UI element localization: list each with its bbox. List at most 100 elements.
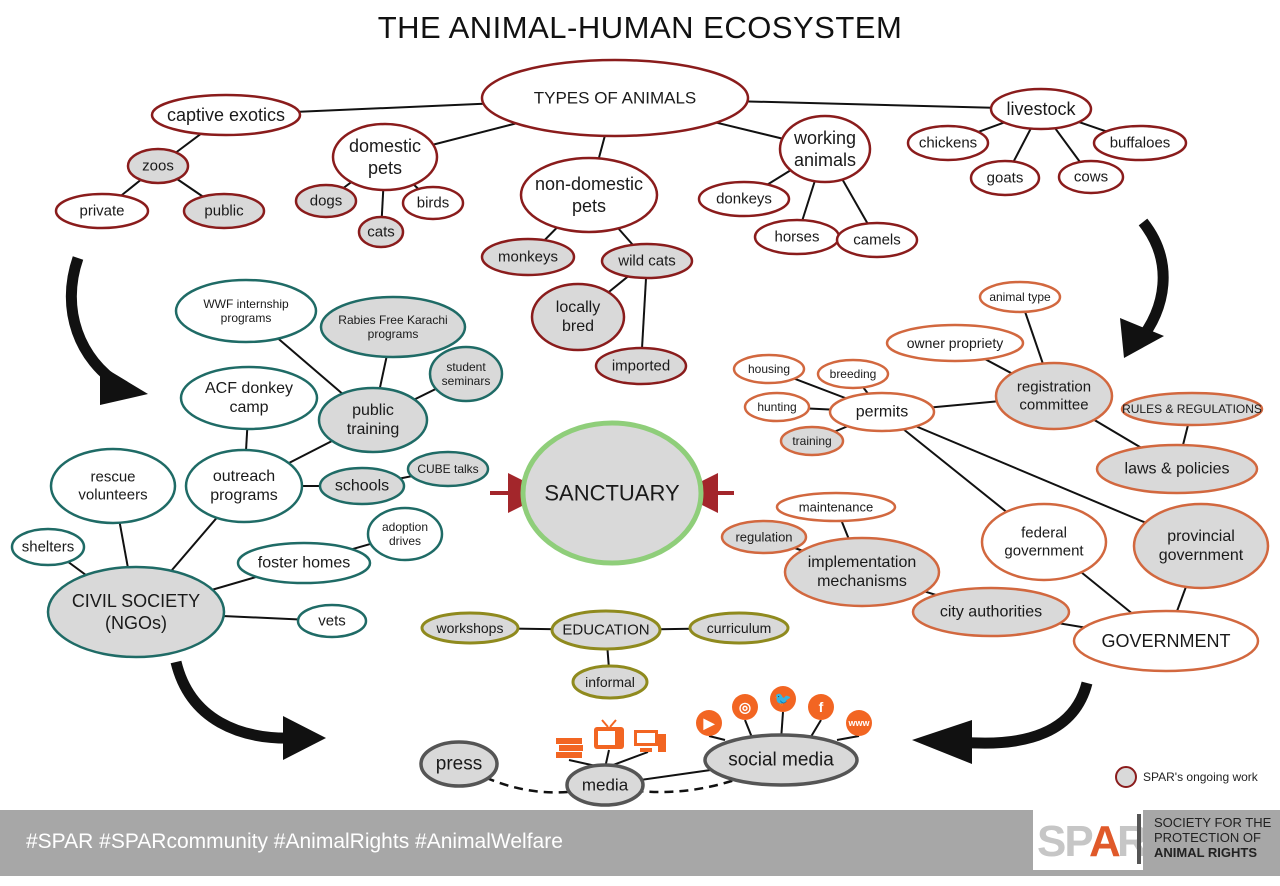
edge-social-www-icon [836, 735, 860, 741]
node-shape-animaltype [978, 280, 1062, 314]
flow-arrows [65, 218, 1169, 764]
node-shape-vets [296, 603, 368, 639]
node-label-social: social media [728, 750, 834, 771]
node-shape-city [911, 586, 1071, 638]
node-shape-curriculum [688, 611, 790, 645]
node-laws: laws & policies [1095, 443, 1259, 495]
node-label-cows: cows [1074, 169, 1108, 186]
node-dogs: dogs [294, 183, 358, 219]
node-shape-student [428, 345, 504, 403]
node-shape-nondomestic [519, 156, 659, 234]
node-label-civil: CIVIL SOCIETY [72, 591, 200, 611]
node-label-donkeys: donkeys [716, 191, 772, 208]
node-maintenance: maintenance [775, 491, 897, 523]
node-shape-zoos [126, 147, 190, 185]
node-label-dogs: dogs [310, 193, 343, 210]
curved-arrow-left-bottom [170, 660, 296, 744]
node-foster: foster homes [236, 541, 372, 585]
node-label-provincial: provincial [1167, 528, 1235, 545]
node-shape-acf [179, 365, 319, 431]
node-shape-wildcats [600, 242, 694, 280]
node-owner: owner propriety [885, 323, 1025, 363]
node-label-public: public [204, 203, 244, 220]
org-name: SOCIETY FOR THE PROTECTION OF ANIMAL RIG… [1154, 815, 1271, 860]
node-label-government: GOVERNMENT [1101, 631, 1230, 651]
node-shape-cows [1057, 159, 1125, 195]
node-label-chickens: chickens [919, 135, 977, 152]
media-icons [556, 719, 666, 758]
diagram-title: THE ANIMAL-HUMAN ECOSYSTEM [377, 10, 903, 45]
node-outreach: outreach programs [184, 448, 304, 524]
node-label-locallybred: locally [556, 299, 600, 316]
spar-logo-mark: SP A R [1033, 808, 1149, 870]
node-civil: CIVIL SOCIETY(NGOs) [46, 565, 226, 659]
curved-arrow-right-bottom [959, 681, 1093, 749]
node-shape-federal [980, 502, 1108, 582]
node-label-animaltype: animal type [989, 290, 1051, 304]
node-label-workshops: workshops [436, 620, 504, 636]
node-label-zoos: zoos [142, 158, 174, 175]
node-cube: CUBE talks [406, 450, 490, 488]
node-animaltype: animal type [978, 280, 1062, 314]
node-private: private [54, 192, 150, 230]
node-media: media [565, 763, 645, 807]
node-rules: RULES & REGULATIONS [1120, 391, 1264, 427]
node-shape-livestock [989, 87, 1093, 131]
node-label-education: EDUCATION [562, 622, 649, 639]
node-goats: goats [969, 159, 1041, 197]
org-name-line1: SOCIETY FOR THE [1154, 815, 1272, 830]
node-label-student: seminars [442, 374, 491, 388]
node-label-cats: cats [367, 224, 395, 241]
node-birds: birds [401, 185, 465, 221]
node-label-rabies: Rabies Free Karachi [338, 313, 447, 327]
node-shape-schools [318, 466, 406, 506]
node-shape-monkeys [480, 237, 576, 277]
node-shape-foster [236, 541, 372, 585]
legend-swatch [1115, 766, 1137, 788]
node-donkeys: donkeys [697, 180, 791, 218]
node-label-rescue: volunteers [78, 487, 147, 504]
node-label-private: private [79, 203, 124, 220]
twitter-icon: 🐦 [770, 686, 796, 712]
node-label-press: press [436, 754, 482, 775]
node-captive: captive exotics [150, 93, 302, 137]
node-schools: schools [318, 466, 406, 506]
node-shape-cube [406, 450, 490, 488]
node-shape-education [550, 609, 662, 651]
node-shape-dogs [294, 183, 358, 219]
node-label-acf: ACF donkey [205, 380, 293, 397]
node-shape-buffaloes [1092, 124, 1188, 162]
curved-arrow-right-top [1135, 218, 1169, 344]
node-label-goats: goats [987, 170, 1024, 187]
node-label-rescue: rescue [90, 469, 135, 486]
node-label-nondomestic: pets [572, 196, 606, 216]
node-label-wildcats: wild cats [617, 253, 676, 270]
node-label-wwf: programs [221, 311, 272, 325]
node-label-working: animals [794, 150, 856, 170]
node-informal: informal [571, 664, 649, 700]
svg-text:A: A [1089, 817, 1121, 866]
node-label-nondomestic: non-domestic [535, 174, 643, 194]
node-curriculum: curriculum [688, 611, 790, 645]
node-label-imported: imported [612, 358, 670, 375]
node-shape-social [703, 733, 859, 787]
nodes-layer: TYPES OF ANIMALS captive exotics zoos priva… [10, 58, 1270, 807]
node-shape-types [480, 58, 750, 138]
node-label-adoption: drives [389, 534, 421, 548]
node-label-sanctuary: SANCTUARY [544, 481, 680, 506]
node-label-publictraining: training [347, 421, 399, 438]
node-label-captive: captive exotics [167, 105, 285, 125]
node-label-schools: schools [335, 478, 389, 495]
node-wildcats: wild cats [600, 242, 694, 280]
instagram-icon: ◎ [732, 694, 758, 720]
node-shape-goats [969, 159, 1041, 197]
node-label-shelters: shelters [22, 539, 75, 556]
node-buffaloes: buffaloes [1092, 124, 1188, 162]
node-shape-publictraining [317, 386, 429, 454]
